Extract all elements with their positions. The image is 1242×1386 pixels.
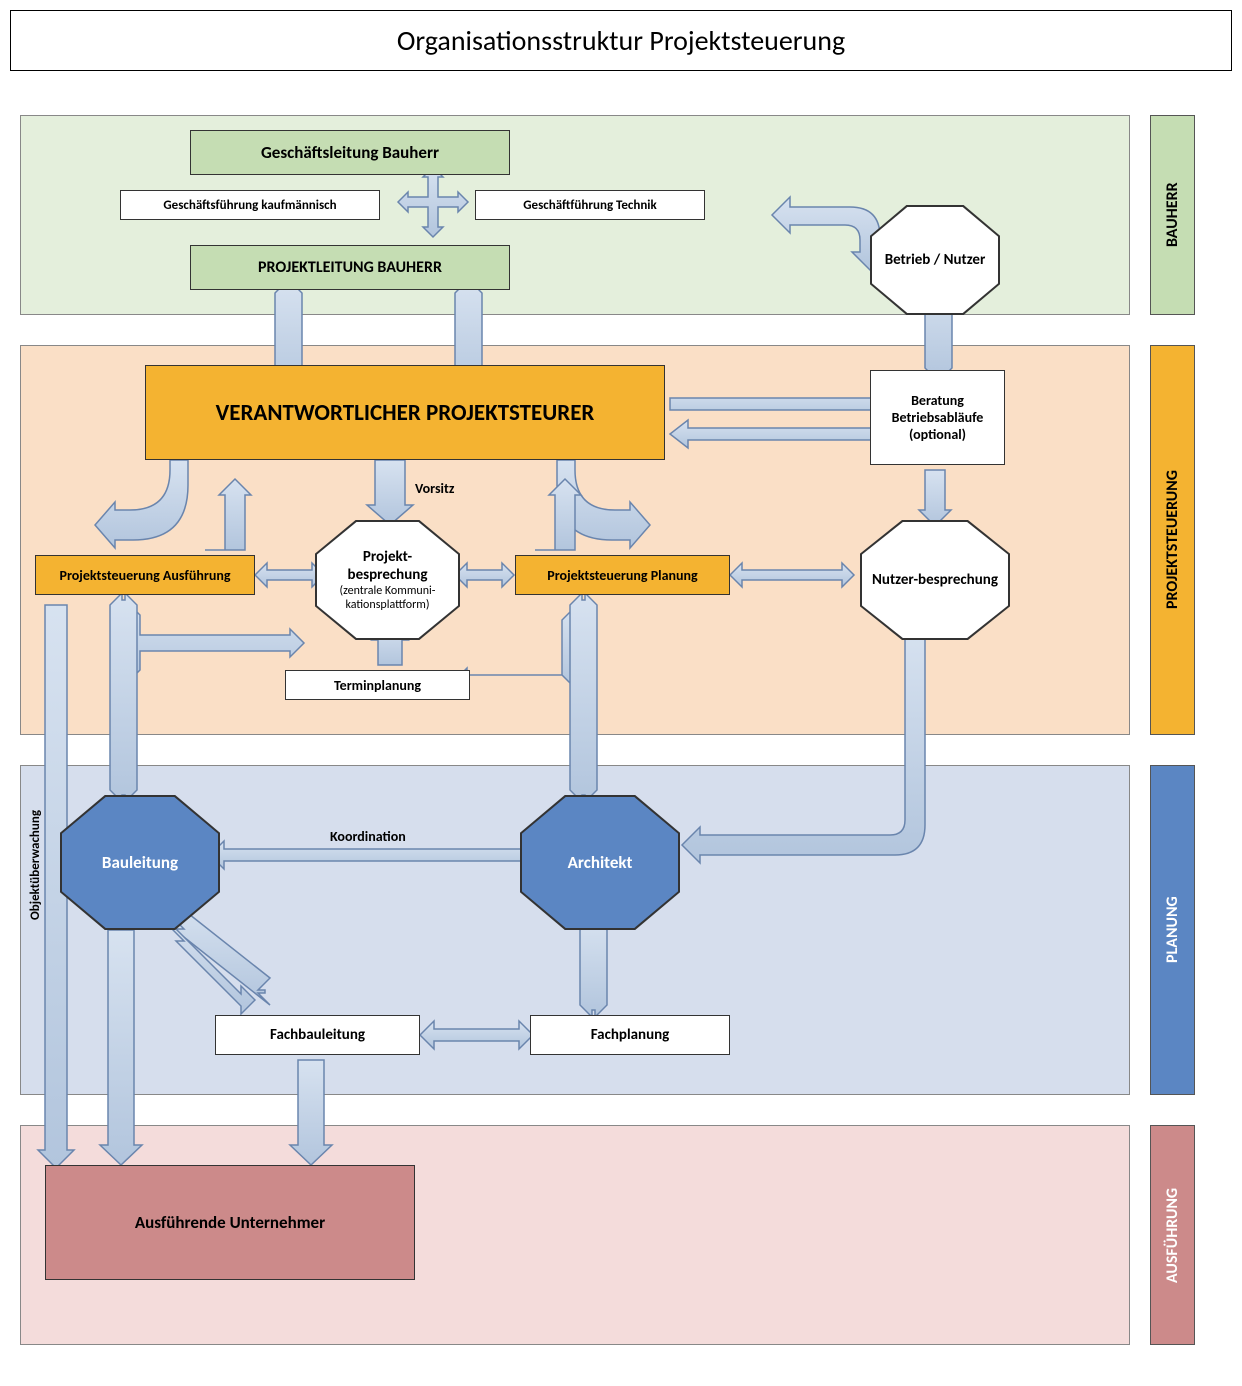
page-title: Organisationsstruktur Projektsteuerung: [10, 10, 1232, 71]
nutzerbesprechung-text: Nutzer-besprechung: [872, 571, 998, 589]
node-ausfuehrende: Ausführende Unternehmer: [45, 1165, 415, 1280]
label-koordination: Koordination: [330, 828, 406, 845]
architekt-text: Architekt: [568, 852, 633, 873]
node-ps-ausfuehrung: Projektsteuerung Ausführung: [35, 555, 255, 595]
side-label-ausfuehrung: AUSFÜHRUNG: [1150, 1125, 1195, 1345]
node-gf-technik: Geschäftführung Technik: [475, 190, 705, 220]
node-beratung: Beratung Betriebsabläufe (optional): [870, 370, 1005, 465]
node-gf-kaufmaennisch: Geschäftsführung kaufmännisch: [120, 190, 380, 220]
node-verantwortlicher: VERANTWORTLICHER PROJEKTSTEURER: [145, 365, 665, 460]
side-label-steuerung: PROJEKTSTEUERUNG: [1150, 345, 1195, 735]
label-vorsitz: Vorsitz: [415, 480, 454, 497]
node-architekt: Architekt: [520, 795, 680, 930]
side-label-bauherr: BAUHERR: [1150, 115, 1195, 315]
node-terminplanung: Terminplanung: [285, 670, 470, 700]
node-geschaeftsleitung: Geschäftsleitung Bauherr: [190, 130, 510, 175]
label-objektueberwachung: Objektüberwachung: [28, 810, 43, 920]
node-projektleitung: PROJEKTLEITUNG BAUHERR: [190, 245, 510, 290]
bauleitung-text: Bauleitung: [102, 852, 178, 873]
projektbesprechung-sub: (zentrale Kommuni-kationsplattform): [325, 584, 450, 612]
node-nutzerbesprechung: Nutzer-besprechung: [860, 520, 1010, 640]
betrieb-nutzer-text: Betrieb / Nutzer: [885, 251, 986, 269]
node-fachbauleitung: Fachbauleitung: [215, 1015, 420, 1055]
node-fachplanung: Fachplanung: [530, 1015, 730, 1055]
side-label-planung: PLANUNG: [1150, 765, 1195, 1095]
node-projektbesprechung: Projekt-besprechung (zentrale Kommuni-ka…: [315, 520, 460, 640]
node-bauleitung: Bauleitung: [60, 795, 220, 930]
node-ps-planung: Projektsteuerung Planung: [515, 555, 730, 595]
node-betrieb-nutzer: Betrieb / Nutzer: [870, 205, 1000, 315]
projektbesprechung-text: Projekt-besprechung: [325, 548, 450, 584]
